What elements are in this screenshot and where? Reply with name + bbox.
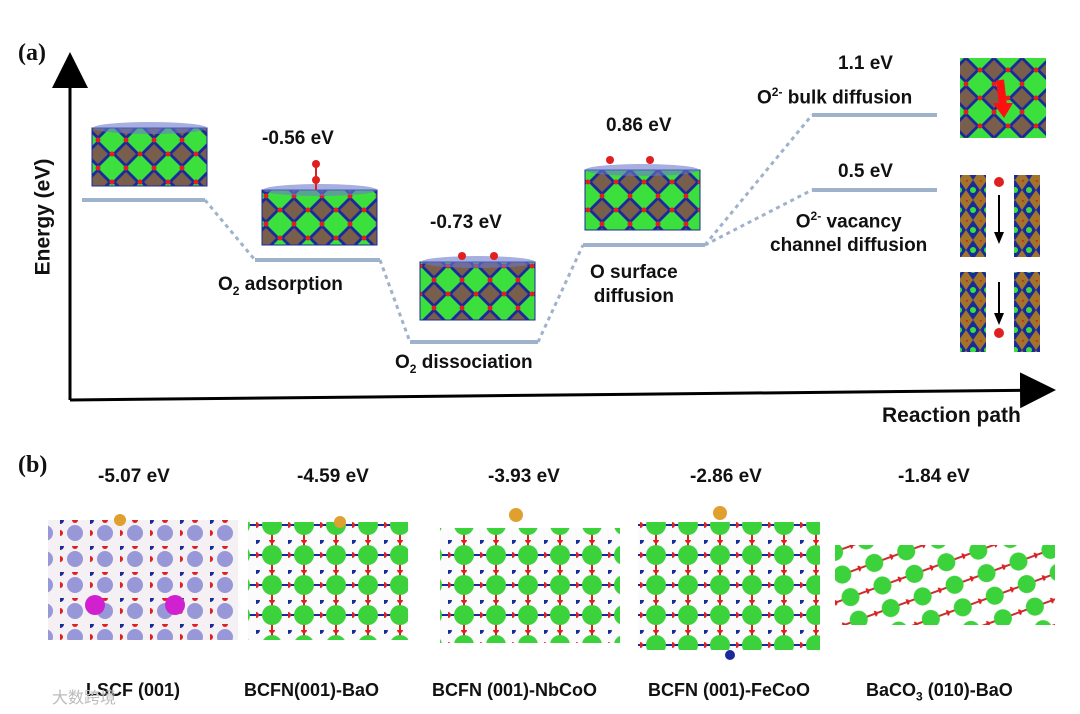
- step-label-vacancy-diffusion: O2- vacancy channel diffusion: [770, 209, 928, 257]
- binding-energy-lscf: -5.07 eV: [98, 466, 170, 487]
- energy-label-surface-diffusion: 0.86 eV: [606, 115, 672, 136]
- panel-a-label: (a): [18, 40, 46, 66]
- binding-energy-baco3-bao: -1.84 eV: [898, 466, 970, 487]
- energy-label-bulk-diffusion: 1.1 eV: [838, 53, 893, 74]
- material-label-bcfn-fecoo: BCFN (001)-FeCoO: [648, 680, 811, 700]
- step-label-surface-diffusion: O surface diffusion: [590, 262, 678, 307]
- slab-surface-diffusion: [584, 156, 701, 231]
- watermark: 大数跨境: [52, 690, 117, 707]
- step-label-dissociation: O2 dissociation: [395, 352, 533, 376]
- binding-energy-bcfn-fecoo: -2.86 eV: [690, 466, 762, 487]
- material-label-baco3-bao: BaCO3 (010)-BaO: [866, 680, 1013, 704]
- energy-label-vacancy-diffusion: 0.5 eV: [838, 161, 893, 182]
- slab-dissociation: [419, 252, 536, 321]
- energy-label-dissociation: -0.73 eV: [430, 212, 502, 233]
- material-label-bcfn-bao: BCFN(001)-BaO: [244, 680, 380, 700]
- binding-energy-bcfn-nbcoo: -3.93 eV: [488, 466, 560, 487]
- vacancy-channel-structure-2: [960, 272, 1040, 352]
- slab-adsorption: [261, 160, 378, 246]
- slab-initial: [91, 122, 208, 187]
- energy-label-adsorption: -0.56 eV: [262, 128, 334, 149]
- binding-energy-bcfn-bao: -4.59 eV: [297, 466, 369, 487]
- x-axis-title: Reaction path: [882, 404, 1021, 427]
- connector: [536, 244, 585, 343]
- x-axis: [69, 372, 1056, 409]
- y-axis-title: Energy (eV): [31, 158, 55, 276]
- connector: [378, 259, 412, 343]
- material-label-lscf: LSCF (001): [86, 680, 181, 700]
- step-label-adsorption: O2 adsorption: [218, 274, 343, 298]
- bulk-diffusion-structure: [960, 58, 1046, 138]
- vacancy-channel-structure-1: [960, 175, 1040, 257]
- panel-b-label: (b): [18, 452, 48, 478]
- connector: [203, 199, 257, 261]
- step-label-bulk-diffusion: O2- bulk diffusion: [757, 85, 913, 109]
- material-label-bcfn-nbcoo: BCFN (001)-NbCoO: [432, 680, 597, 700]
